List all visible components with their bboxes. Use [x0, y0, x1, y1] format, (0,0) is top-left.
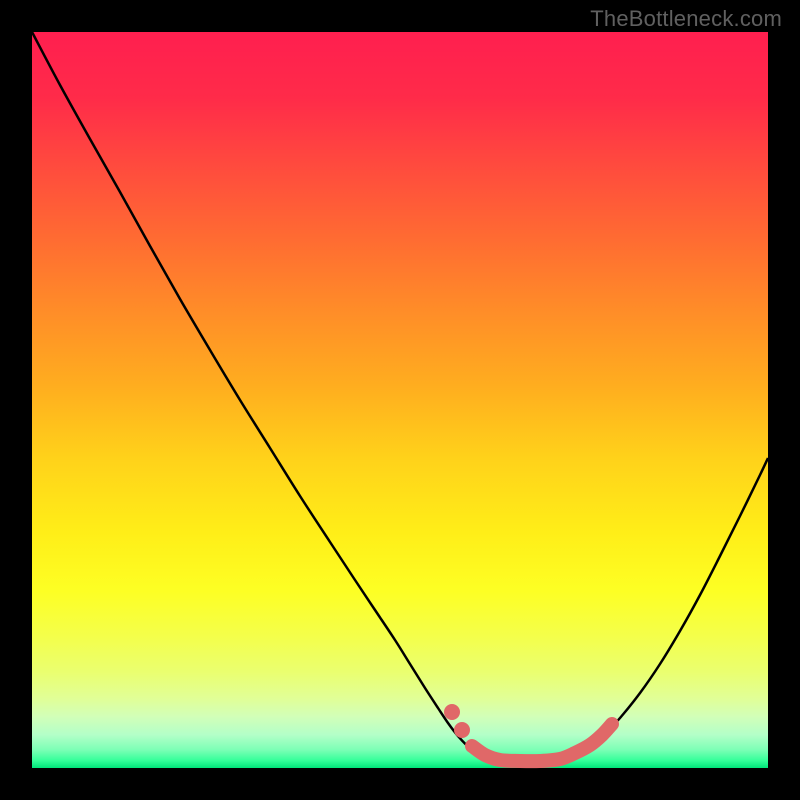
- highlight-dot: [444, 704, 460, 720]
- highlight-segment: [472, 724, 612, 761]
- watermark-text: TheBottleneck.com: [590, 6, 782, 32]
- bottleneck-curve: [32, 32, 768, 761]
- curves-layer: [0, 0, 800, 800]
- highlight-dot: [454, 722, 470, 738]
- chart-frame: TheBottleneck.com: [0, 0, 800, 800]
